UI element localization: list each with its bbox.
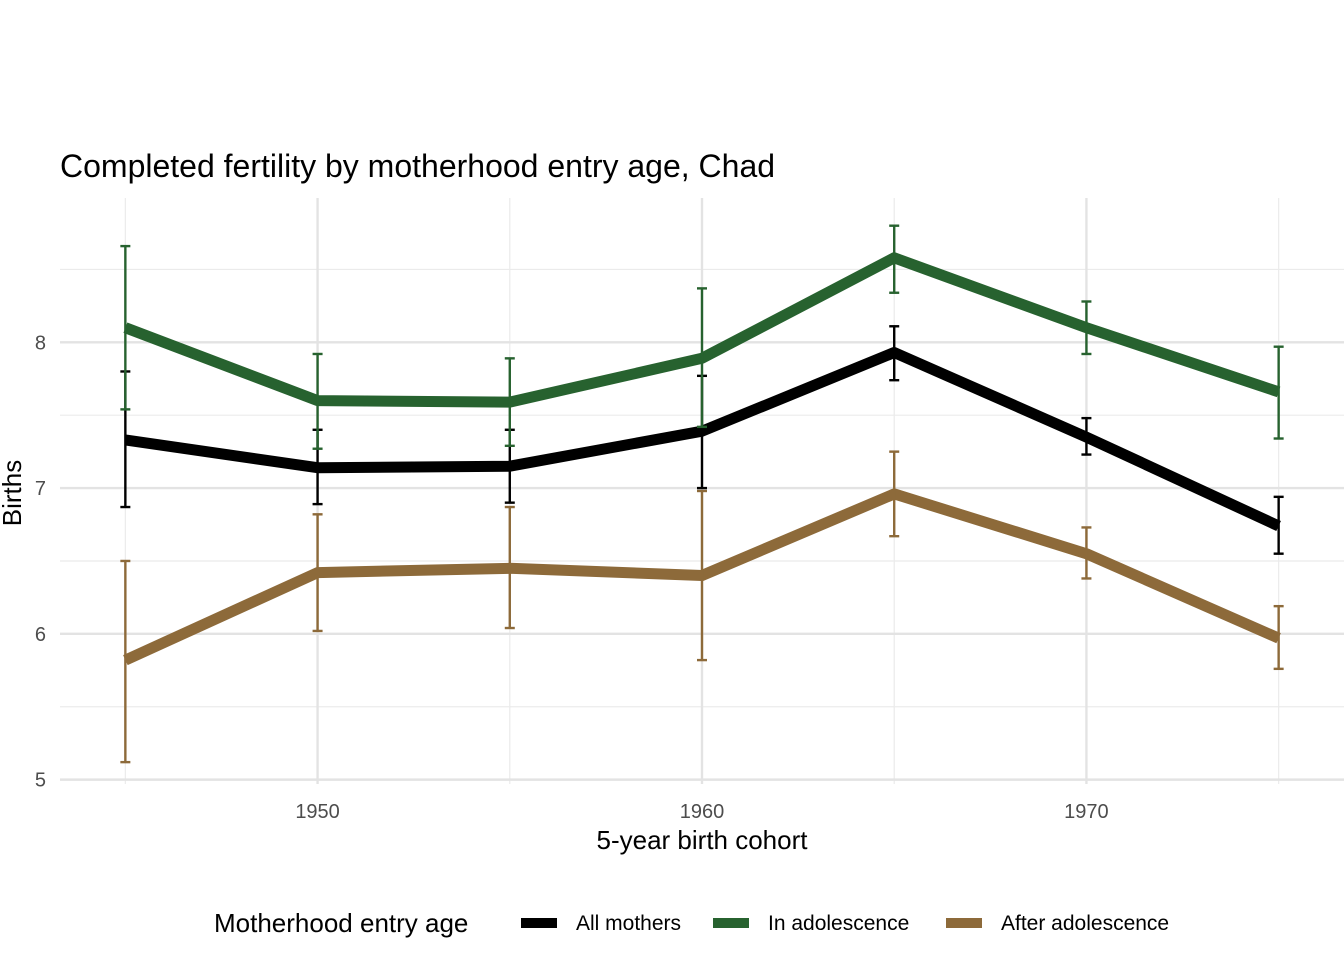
error-bar-in-adolescence — [312, 352, 323, 450]
y-tick-label: 6 — [35, 624, 46, 646]
chart-title: Completed fertility by motherhood entry … — [60, 148, 775, 184]
error-bar-after-adolescence — [1273, 604, 1284, 671]
error-bar-in-adolescence — [889, 224, 900, 294]
error-bar-in-adolescence — [1273, 345, 1284, 440]
y-axis-title: Births — [0, 460, 27, 526]
error-bar-in-adolescence — [697, 287, 707, 429]
error-bar-after-adolescence — [504, 505, 515, 630]
y-tick-label: 7 — [35, 478, 46, 500]
error-bar-in-adolescence — [120, 244, 131, 411]
y-tick-label: 8 — [35, 332, 46, 354]
x-tick-label: 1960 — [680, 801, 725, 823]
y-tick-label: 5 — [35, 770, 46, 792]
legend-item-after-adolescence: After adolescence — [946, 912, 1169, 935]
tick-labels: 1950 1960 1970 5 6 7 8 — [35, 332, 1109, 823]
error-bar-all-mothers — [1273, 495, 1284, 555]
legend-item-all-mothers: All mothers — [521, 912, 681, 935]
legend-label-after-adolescence: After adolescence — [1001, 912, 1169, 935]
error-bar-in-adolescence — [504, 357, 515, 448]
error-bar-after-adolescence — [120, 559, 131, 764]
legend-label-in-adolescence: In adolescence — [768, 912, 909, 935]
error-bar-all-mothers — [1081, 416, 1092, 456]
error-bar-after-adolescence — [889, 450, 900, 538]
error-bar-all-mothers — [889, 325, 900, 382]
error-bar-in-adolescence — [1081, 300, 1092, 356]
error-bars — [120, 224, 1284, 764]
legend-item-in-adolescence: In adolescence — [713, 912, 909, 935]
error-bar-after-adolescence — [697, 489, 707, 662]
x-tick-label: 1950 — [295, 801, 340, 823]
x-tick-label: 1970 — [1064, 801, 1109, 823]
legend-label-all-mothers: All mothers — [576, 912, 681, 935]
legend: Motherhood entry age All mothers In adole… — [214, 908, 1169, 938]
legend-title: Motherhood entry age — [214, 908, 468, 938]
x-axis-title: 5-year birth cohort — [597, 825, 809, 855]
error-bar-after-adolescence — [1081, 526, 1092, 580]
error-bar-after-adolescence — [312, 513, 323, 633]
